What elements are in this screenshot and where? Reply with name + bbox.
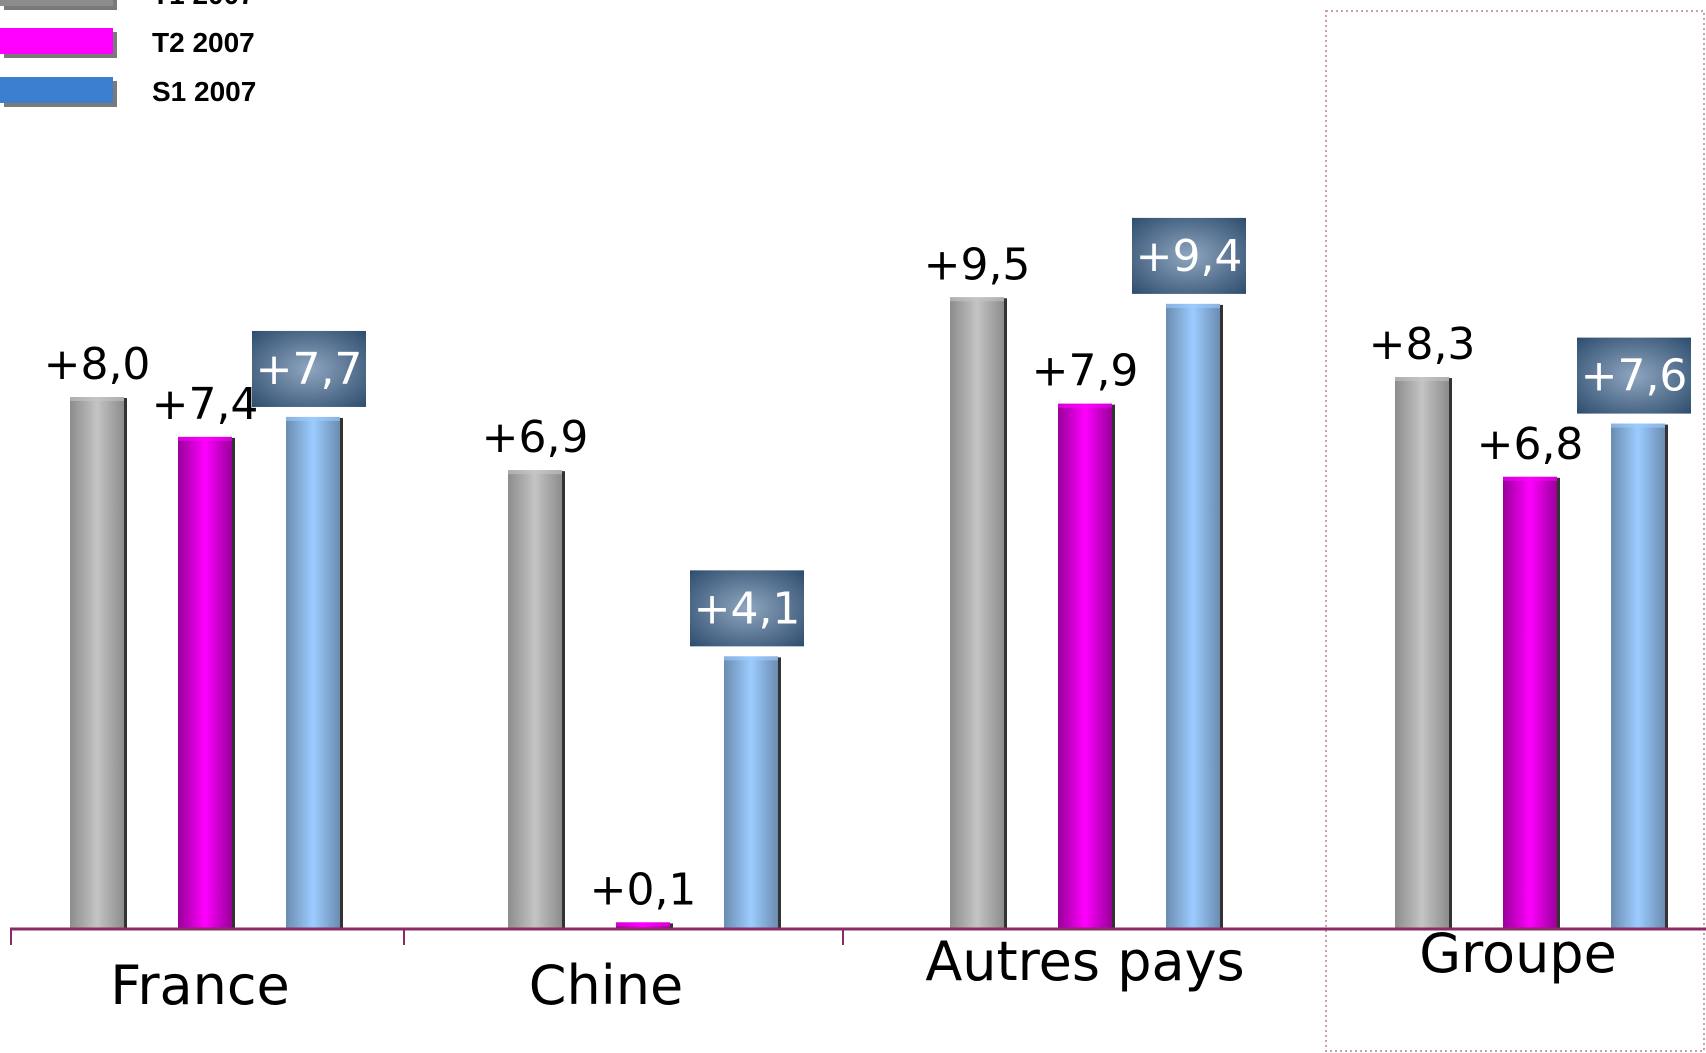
bar-chine-t1-2007 [508,470,562,929]
bar-cap [1395,377,1449,382]
bar-groupe-s1-2007 [1611,423,1665,929]
bar-cap [1503,476,1557,481]
legend-label: T2 2007 [152,27,255,58]
bar-cap [724,656,778,661]
legend-label: S1 2007 [152,76,256,107]
value-label-box [1577,337,1691,414]
bar-autres-pays-t1-2007 [950,297,1004,929]
bar-cap [70,397,124,401]
value-label-groupe-s1-2007: +7,6 [1581,351,1688,402]
value-label-box [690,570,804,647]
bar-autres-pays-t2-2007 [1058,403,1112,929]
value-label-chine-s1-2007: +4,1 [694,583,801,634]
bar-chine-s1-2007 [724,656,778,929]
legend-swatch [0,77,113,103]
value-label-chine-t2-2007: +0,1 [590,864,697,915]
legend-item-t2-2007: T2 2007 [0,27,255,58]
value-label-box [252,330,366,407]
bar-france-t1-2007 [70,397,124,929]
bar-groupe-t2-2007 [1503,476,1557,929]
value-label-france-t1-2007: +8,0 [44,339,151,390]
value-label-autres-pays-t1-2007: +9,5 [924,239,1031,290]
bar-cap [950,297,1004,302]
category-label-france: France [110,954,290,1017]
value-label-groupe-t2-2007: +6,8 [1477,419,1584,470]
legend-label: T1 2007 [152,0,255,10]
bar-cap [1611,423,1665,428]
legend-swatch [0,28,113,54]
bar-cap [286,416,340,421]
value-label-autres-pays-s1-2007: +9,4 [1136,231,1243,282]
value-label-groupe-t1-2007: +8,3 [1369,319,1476,370]
category-label-groupe: Groupe [1419,922,1617,985]
value-label-france-s1-2007: +7,7 [256,344,363,395]
bar-cap [616,922,670,927]
bar-autres-pays-s1-2007 [1166,303,1220,929]
category-label-autres-pays: Autres pays [925,930,1244,993]
value-label-box [1132,217,1246,294]
value-label-france-t2-2007: +7,4 [152,379,259,430]
category-label-chine: Chine [529,954,683,1017]
bar-groupe-t1-2007 [1395,377,1449,929]
value-label-chine-t1-2007: +6,9 [482,412,589,463]
bar-cap [1166,303,1220,308]
legend-swatch [0,0,113,6]
bar-france-t2-2007 [178,436,232,929]
legend-item-s1-2007: S1 2007 [0,76,256,107]
value-label-autres-pays-t2-2007: +7,9 [1032,346,1139,397]
bar-cap [508,470,562,475]
bar-cap [1058,403,1112,408]
bar-cap [178,436,232,441]
legend-item-t1-2007: T1 2007 [0,0,255,10]
groupe-separator-box [1325,10,1705,1052]
bar-france-s1-2007 [286,416,340,929]
